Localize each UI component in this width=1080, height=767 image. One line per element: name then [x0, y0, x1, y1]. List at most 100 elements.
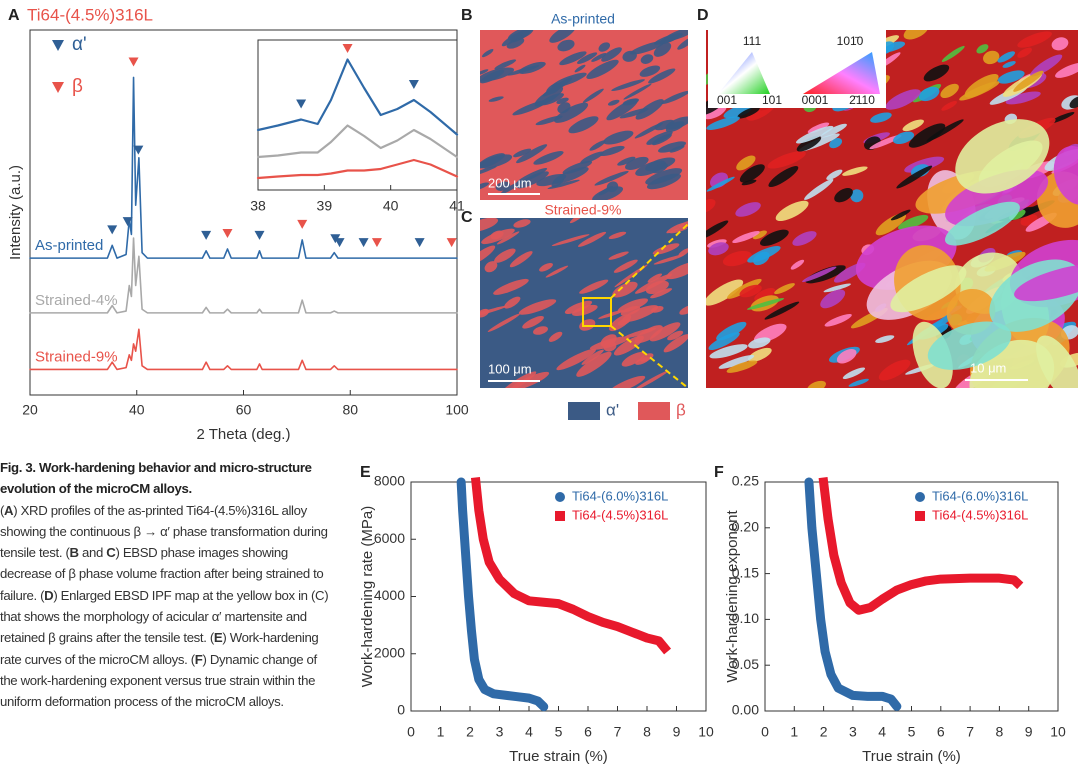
texture [709, 344, 748, 359]
texture [663, 334, 688, 353]
texture [613, 335, 644, 356]
texture [732, 230, 760, 243]
texture [820, 123, 847, 138]
texture [878, 359, 911, 381]
legend-label: α' [72, 34, 87, 55]
legend-marker [52, 40, 64, 51]
texture [941, 45, 965, 62]
texture [639, 65, 661, 77]
x-tick-label: 1 [437, 724, 445, 740]
texture [826, 169, 843, 180]
texture [518, 61, 546, 74]
peak-marker [254, 230, 265, 240]
texture [760, 229, 789, 246]
texture [577, 52, 598, 64]
panel-letter: B [461, 7, 473, 24]
y-tick-label: 6000 [374, 530, 405, 546]
x-tick-label: 39 [317, 198, 333, 214]
texture [557, 102, 571, 114]
texture [591, 53, 607, 62]
texture [708, 332, 740, 351]
texture [918, 86, 940, 102]
texture [903, 30, 929, 40]
x-tick-label: 20 [22, 402, 38, 418]
texture [976, 44, 989, 54]
texture [634, 273, 673, 294]
panel-letter: D [697, 7, 709, 24]
legend-label: Ti64-(6.0%)316L [572, 488, 668, 503]
texture [718, 354, 755, 369]
zoom-line [610, 325, 689, 389]
texture [480, 218, 499, 233]
series-line [256, 58, 459, 136]
texture [679, 305, 688, 315]
texture [634, 122, 664, 139]
texture [487, 313, 520, 332]
texture [601, 47, 622, 62]
texture [581, 349, 604, 365]
texture [540, 93, 564, 106]
x-tick-label: 1 [790, 724, 798, 740]
texture [650, 288, 673, 299]
texture [829, 138, 843, 149]
texture [516, 144, 548, 164]
texture [754, 288, 776, 302]
x-tick-label: 5 [908, 724, 916, 740]
y-tick-label: 0.00 [732, 702, 759, 718]
x-tick-label: 0 [407, 724, 415, 740]
texture [623, 83, 652, 100]
caption-text: and [78, 545, 107, 561]
texture [603, 130, 634, 145]
texture [677, 35, 688, 50]
texture [496, 231, 520, 245]
texture [722, 250, 752, 267]
texture [752, 230, 767, 240]
peak-marker [122, 217, 133, 227]
texture [480, 182, 490, 191]
texture [548, 331, 563, 342]
texture [706, 220, 729, 240]
peak-marker [358, 238, 369, 248]
texture [896, 165, 933, 189]
y-tick-label: 0 [397, 702, 405, 718]
zoom-line [610, 223, 689, 299]
x-tick-label: 5 [555, 724, 563, 740]
texture [480, 245, 496, 266]
legend-label: Ti64-(6.0%)316L [932, 488, 1028, 503]
texture [549, 30, 576, 43]
texture [576, 351, 612, 377]
texture [556, 97, 569, 104]
caption-panel-ref: E [213, 630, 223, 646]
texture [494, 59, 517, 70]
peak-marker [414, 238, 425, 248]
series-line [29, 237, 458, 314]
texture [940, 83, 959, 99]
texture [1013, 70, 1044, 92]
x-tick-label: 6 [937, 724, 945, 740]
texture [708, 242, 729, 256]
peak-marker [342, 44, 353, 53]
texture [1036, 335, 1078, 388]
texture [657, 141, 687, 153]
x-tick-label: 0 [761, 724, 769, 740]
texture [556, 348, 596, 371]
texture [551, 234, 590, 246]
texture [870, 112, 892, 123]
texture [516, 171, 549, 189]
texture [1017, 47, 1032, 58]
caption-title: Fig. 3. Work-hardening behavior and micr… [0, 460, 312, 497]
texture [607, 99, 620, 106]
texture [796, 135, 822, 152]
y-tick-label: 0.20 [732, 519, 759, 535]
texture [890, 209, 911, 221]
texture [678, 248, 688, 257]
ipf-key-cubic [718, 52, 770, 94]
texture [666, 261, 688, 280]
texture [574, 64, 586, 73]
series-line [456, 477, 549, 712]
series-line [256, 124, 459, 159]
texture [522, 315, 544, 329]
texture [869, 134, 902, 150]
panel-letter: E [360, 464, 371, 481]
texture [775, 200, 809, 222]
